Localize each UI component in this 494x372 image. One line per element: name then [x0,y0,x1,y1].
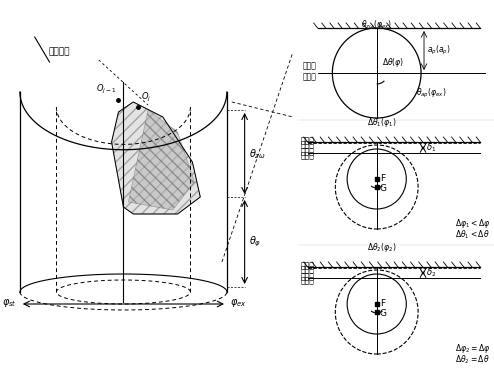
Text: $\delta_2$: $\delta_2$ [426,267,436,279]
Text: F: F [380,298,385,308]
Text: $\Delta\theta_2(\varphi_2)$: $\Delta\theta_2(\varphi_2)$ [367,241,396,254]
Text: $\theta_{ap}(\varphi_{ex})$: $\theta_{ap}(\varphi_{ex})$ [416,87,447,100]
Text: $\varphi_{ex}$: $\varphi_{ex}$ [230,297,247,309]
PathPatch shape [112,102,200,214]
Text: 刀具轨迹: 刀具轨迹 [48,48,70,57]
Text: $\theta_{z\omega}$: $\theta_{z\omega}$ [248,147,265,161]
Text: 补偿刀
具轨迹: 补偿刀 具轨迹 [301,265,315,285]
Text: $\Delta\theta_1(\varphi_1)$: $\Delta\theta_1(\varphi_1)$ [367,116,396,129]
Text: 安踺刀
具轨迹: 安踺刀 具轨迹 [301,136,315,156]
Text: $\Delta\theta(\varphi)$: $\Delta\theta(\varphi)$ [382,56,404,69]
Text: 名义刀
具轨迹: 名义刀 具轨迹 [303,61,317,81]
Text: $\Delta\varphi_1<\Delta\varphi$: $\Delta\varphi_1<\Delta\varphi$ [454,217,490,230]
Text: $\delta_1$: $\delta_1$ [426,142,436,154]
Text: G: G [380,183,387,192]
Text: 名义刀
具轨迹: 名义刀 具轨迹 [301,140,315,160]
Text: $\theta_{\varphi}$: $\theta_{\varphi}$ [248,235,261,249]
Text: F: F [380,173,385,183]
Text: $\Delta\theta_1<\Delta\theta$: $\Delta\theta_1<\Delta\theta$ [455,228,490,241]
Text: $\varphi_{st}$: $\varphi_{st}$ [2,297,17,309]
PathPatch shape [128,110,194,210]
Text: $\Delta\theta_2=\Delta\theta$: $\Delta\theta_2=\Delta\theta$ [455,353,490,366]
Text: $\Delta\varphi_2=\Delta\varphi$: $\Delta\varphi_2=\Delta\varphi$ [454,342,490,355]
Text: $a_p(a_p)$: $a_p(a_p)$ [427,44,451,57]
Text: $\theta_{z\omega}(\varphi_{ex})$: $\theta_{z\omega}(\varphi_{ex})$ [361,18,392,31]
Text: $O_{j-1}$: $O_{j-1}$ [96,83,117,96]
Text: $O_j$: $O_j$ [141,91,151,104]
Text: G: G [380,308,387,317]
Text: 安踺刀
具轨迹: 安踺刀 具轨迹 [301,261,315,281]
